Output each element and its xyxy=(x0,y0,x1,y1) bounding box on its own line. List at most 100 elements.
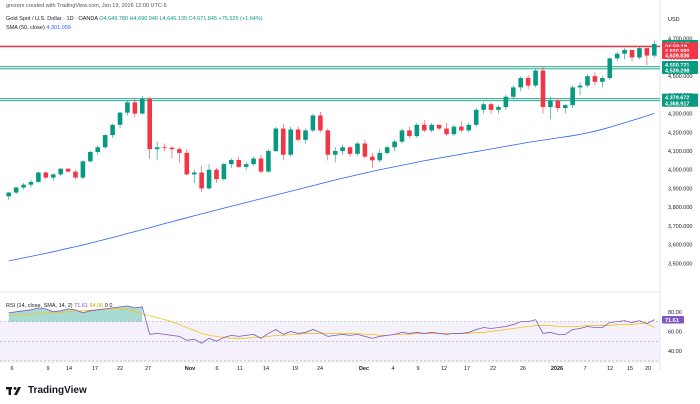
candle[interactable] xyxy=(221,162,227,181)
candle[interactable] xyxy=(570,85,575,108)
candle[interactable] xyxy=(637,46,642,60)
candle[interactable] xyxy=(488,102,494,114)
candle[interactable] xyxy=(607,57,613,80)
candle-body xyxy=(600,78,605,82)
candle[interactable] xyxy=(503,94,509,110)
candle[interactable] xyxy=(355,141,360,156)
candle[interactable] xyxy=(184,149,190,176)
candle[interactable] xyxy=(362,139,368,159)
candle[interactable] xyxy=(407,126,412,138)
candle[interactable] xyxy=(340,144,345,155)
candle[interactable] xyxy=(414,122,420,138)
candle[interactable] xyxy=(229,158,234,168)
candle[interactable] xyxy=(347,146,353,157)
candle[interactable] xyxy=(518,76,524,92)
candle[interactable] xyxy=(303,128,308,144)
candle[interactable] xyxy=(28,180,34,188)
candle[interactable] xyxy=(266,149,271,173)
candle[interactable] xyxy=(243,162,249,170)
candle[interactable] xyxy=(318,111,323,133)
candle[interactable] xyxy=(459,121,464,133)
candle[interactable] xyxy=(206,164,212,190)
candle[interactable] xyxy=(310,113,316,133)
candle[interactable] xyxy=(147,96,152,159)
candle[interactable] xyxy=(199,165,204,193)
candle-body xyxy=(577,85,583,88)
candle[interactable] xyxy=(555,98,561,112)
candle[interactable] xyxy=(436,124,442,131)
candle[interactable] xyxy=(258,154,264,174)
candle[interactable] xyxy=(644,48,650,65)
candle[interactable] xyxy=(80,160,86,180)
symbol-legend[interactable]: Gold Spot / U.S. Dollar · 1D · OANDA O4,… xyxy=(6,16,263,22)
candle[interactable] xyxy=(481,102,486,114)
candle[interactable] xyxy=(214,167,219,183)
candle[interactable] xyxy=(377,149,383,163)
candle[interactable] xyxy=(577,81,583,95)
candle[interactable] xyxy=(592,72,598,86)
candle[interactable] xyxy=(562,104,568,114)
candle[interactable] xyxy=(50,173,56,181)
candle[interactable] xyxy=(585,74,590,88)
candle[interactable] xyxy=(162,143,167,152)
candle[interactable] xyxy=(466,122,472,133)
candle[interactable] xyxy=(102,134,108,150)
candle[interactable] xyxy=(169,146,175,159)
candle[interactable] xyxy=(280,123,286,161)
candle-body xyxy=(102,135,108,148)
candle[interactable] xyxy=(6,192,12,200)
candle[interactable] xyxy=(429,122,434,133)
candle[interactable] xyxy=(533,68,538,88)
candle[interactable] xyxy=(600,76,605,88)
candle[interactable] xyxy=(540,66,546,114)
candle[interactable] xyxy=(325,128,331,161)
candle[interactable] xyxy=(177,147,182,163)
candle[interactable] xyxy=(58,167,63,177)
candle[interactable] xyxy=(251,156,256,166)
candle[interactable] xyxy=(273,126,279,152)
candle-body xyxy=(651,43,657,56)
candle[interactable] xyxy=(444,122,449,137)
candle[interactable] xyxy=(154,141,160,161)
candle[interactable] xyxy=(139,95,145,115)
candle[interactable] xyxy=(392,139,397,152)
candle[interactable] xyxy=(132,98,138,118)
candle[interactable] xyxy=(95,145,101,155)
candle[interactable] xyxy=(117,111,123,129)
sma-legend[interactable]: SMA (50, close) 4,301.059 xyxy=(6,25,71,31)
time-axis[interactable]: 6 9 14 17 22 27 Nov 6 11 14 19 24 Dec 4 9 12 17 22 26 2026 7… xyxy=(10,366,651,372)
candle[interactable] xyxy=(525,75,531,90)
candle[interactable] xyxy=(73,169,78,180)
candle[interactable] xyxy=(614,51,620,62)
candle[interactable] xyxy=(421,120,427,133)
candles[interactable] xyxy=(6,40,657,200)
candle[interactable] xyxy=(496,105,501,114)
candle[interactable] xyxy=(511,85,516,99)
candle[interactable] xyxy=(13,186,19,195)
candle[interactable] xyxy=(451,124,457,137)
candle[interactable] xyxy=(288,126,293,157)
time-tick-label: 4 xyxy=(391,366,394,372)
candle[interactable] xyxy=(651,40,657,58)
candle[interactable] xyxy=(332,147,338,163)
candle[interactable] xyxy=(370,152,375,168)
candle[interactable] xyxy=(473,107,479,127)
candle[interactable] xyxy=(110,123,115,138)
candle[interactable] xyxy=(399,128,405,144)
time-tick-label: Dec xyxy=(359,366,369,372)
candle[interactable] xyxy=(629,49,635,62)
rsi-legend[interactable]: RSI (14, close, SMA, 14, 2) 71.61 64.06 … xyxy=(6,303,112,309)
candle[interactable] xyxy=(622,48,627,60)
candle[interactable] xyxy=(191,169,197,183)
candle[interactable] xyxy=(236,156,242,168)
candle[interactable] xyxy=(43,171,49,180)
candle[interactable] xyxy=(65,167,71,173)
candle[interactable] xyxy=(548,96,553,120)
candle[interactable] xyxy=(295,126,301,142)
candle[interactable] xyxy=(384,145,390,155)
candle[interactable] xyxy=(36,171,41,183)
candle[interactable] xyxy=(88,151,93,163)
candle[interactable] xyxy=(125,100,130,116)
candle[interactable] xyxy=(21,182,26,190)
